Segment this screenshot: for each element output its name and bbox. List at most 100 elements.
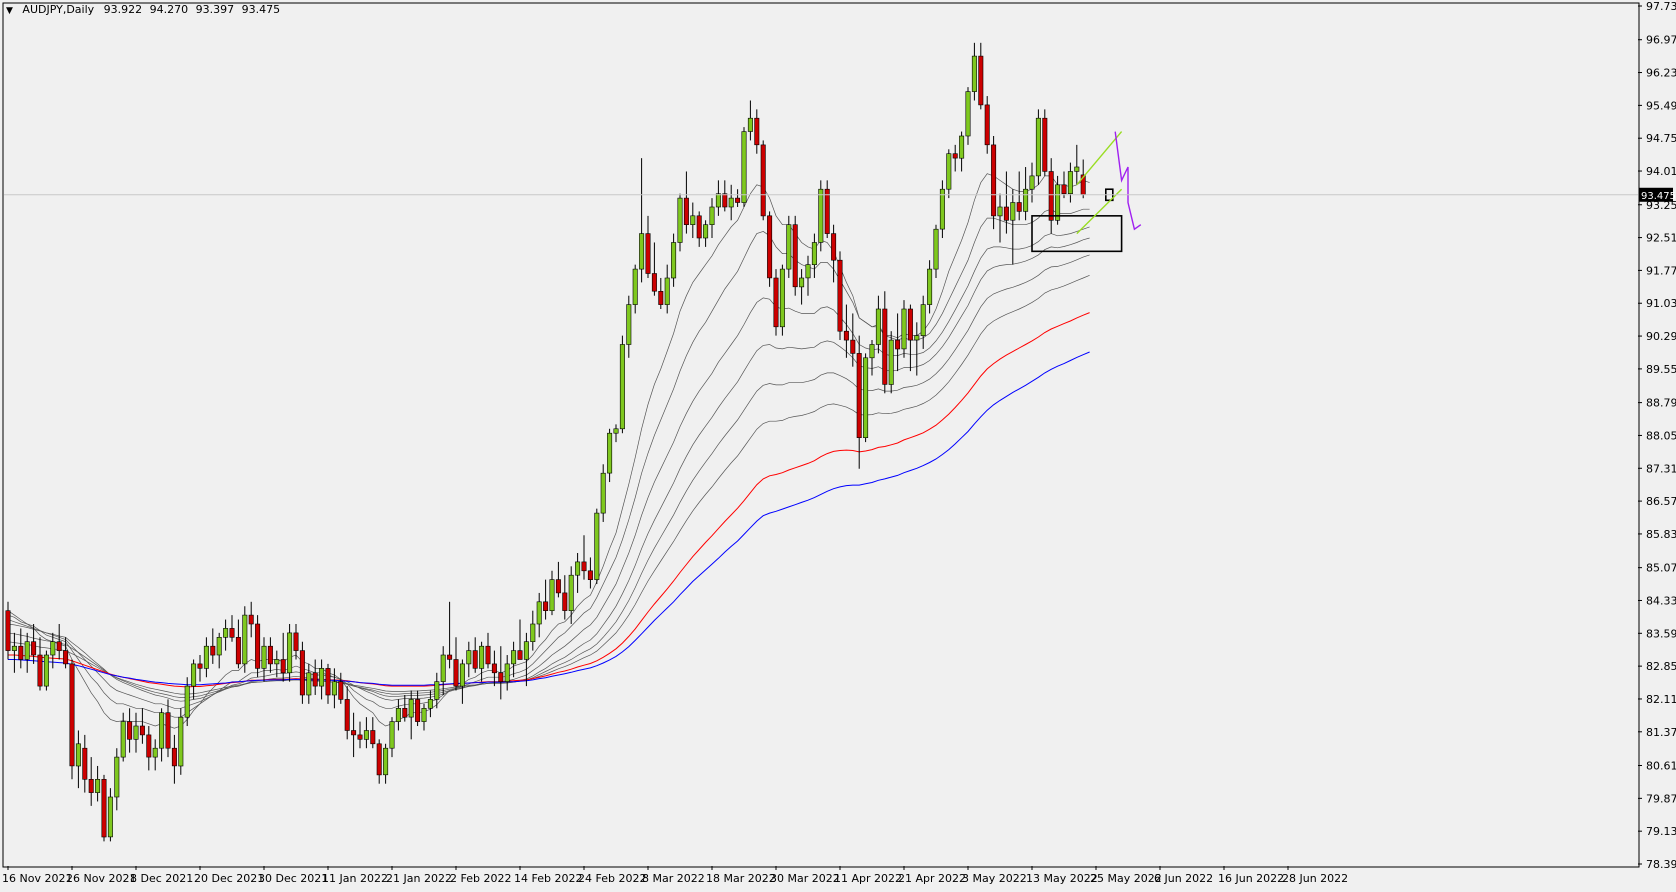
price-tick-label: 85.070 (1646, 562, 1676, 575)
candle-bear (735, 197, 741, 203)
time-tick-label: 14 Feb 2022 (514, 872, 582, 885)
price-tick-label: 91.770 (1646, 264, 1676, 277)
candle-bear (255, 623, 261, 669)
candle-bear (63, 650, 69, 665)
candle-bull (395, 707, 401, 722)
candle-bear (248, 614, 254, 625)
price-tick-label: 94.750 (1646, 132, 1676, 145)
candle-bear (127, 721, 133, 740)
candle-bear (722, 193, 728, 208)
candle-bull (1035, 117, 1041, 177)
candle-bear (882, 308, 888, 385)
time-tick-label: 21 Apr 2022 (898, 872, 966, 885)
candle-bear (824, 188, 830, 234)
price-tick-label: 87.310 (1646, 462, 1676, 475)
price-axis: 97.730 96.970 96.230 95.490 94.750 94.010 93.2… (1638, 0, 1676, 871)
candle-bull (95, 778, 101, 793)
price-tick-label: 85.830 (1646, 528, 1676, 541)
candle-bear (498, 672, 504, 682)
time-tick-label: 11 Jan 2022 (322, 872, 388, 885)
candle-bull (869, 344, 875, 359)
candle-bear (645, 233, 651, 274)
candle-bull (133, 725, 139, 740)
time-tick-label: 13 May 2022 (1026, 872, 1098, 885)
price-tick-label: 81.370 (1646, 726, 1676, 739)
ema-blue-line (8, 351, 1090, 686)
candle-bear (171, 747, 177, 767)
candle-bull (671, 242, 677, 279)
candle-bear (229, 628, 235, 638)
candle-bull (530, 623, 536, 643)
candle-bear (280, 659, 286, 674)
elliott-wave-projection (1114, 131, 1142, 231)
candle-bull (1010, 202, 1016, 221)
candle-bull (664, 277, 670, 305)
symbol-header: ▼ AUDJPY,Daily 93.922 94.270 93.397 93.4… (6, 3, 286, 16)
candle-bear (843, 330, 849, 341)
candle-bull (568, 574, 574, 612)
candle-bull (1074, 166, 1080, 172)
candle-bull (997, 206, 1003, 217)
candle-bull (741, 131, 747, 203)
time-tick-label: 16 Nov 2021 (2, 872, 72, 885)
time-tick-label: 20 Dec 2021 (194, 872, 264, 885)
trend-channel-lower-line (1076, 188, 1123, 235)
symbol-timeframe: AUDJPY,Daily (22, 3, 95, 16)
candle-bear (1016, 202, 1022, 212)
candle-bull (600, 472, 606, 514)
candle-bull (107, 796, 113, 838)
candle-bear (760, 144, 766, 217)
time-tick-label: 16 Jun 2022 (1218, 872, 1284, 885)
candle-bear (792, 224, 798, 288)
time-tick-label: 21 Jan 2022 (386, 872, 452, 885)
candle-bull (511, 650, 517, 665)
candle-bull (920, 304, 926, 337)
time-tick-label: 26 Nov 2021 (66, 872, 136, 885)
candle-bull (715, 193, 721, 208)
candle-bull (363, 730, 369, 740)
candle-bull (152, 747, 158, 758)
candle-bear (1042, 117, 1048, 172)
candle-bear (56, 641, 62, 651)
candle-bull (319, 668, 325, 687)
candle-bull (946, 153, 952, 190)
price-tick-label: 89.550 (1646, 363, 1676, 376)
candle-bull (971, 55, 977, 92)
candle-bear (210, 645, 216, 656)
candle-bear (952, 153, 958, 159)
candle-bull (914, 335, 920, 341)
candle-bull (287, 632, 293, 674)
candle-bull (613, 428, 619, 434)
candle-bull (536, 601, 542, 625)
candle-bull (523, 641, 529, 660)
price-tick-label: 79.870 (1646, 792, 1676, 805)
ohlc-open: 93.922 (103, 3, 143, 16)
candle-bull (223, 628, 229, 638)
candle-bull (875, 308, 881, 345)
candle-bull (805, 264, 811, 279)
chart-menu-icon[interactable]: ▼ (6, 6, 13, 16)
price-tick-label: 88.790 (1646, 397, 1676, 410)
candle-bear (351, 730, 357, 736)
candle-bear (312, 672, 318, 687)
candle-bull (863, 357, 869, 438)
candle-bull (690, 215, 696, 226)
candle-bull (466, 650, 472, 665)
candle-bear (82, 747, 88, 780)
candle-bull (549, 579, 555, 611)
candle-bear (453, 659, 459, 687)
candle-bear (447, 654, 453, 660)
candle-bear (88, 778, 94, 793)
candle-bull (504, 663, 510, 682)
candle-bear (293, 632, 299, 651)
candle-bear (696, 215, 702, 239)
price-tick-label: 93.250 (1646, 199, 1676, 212)
candle-bull (965, 91, 971, 137)
candle-bear (651, 273, 657, 292)
candle-bear (907, 308, 913, 341)
candle-bull (728, 197, 734, 208)
